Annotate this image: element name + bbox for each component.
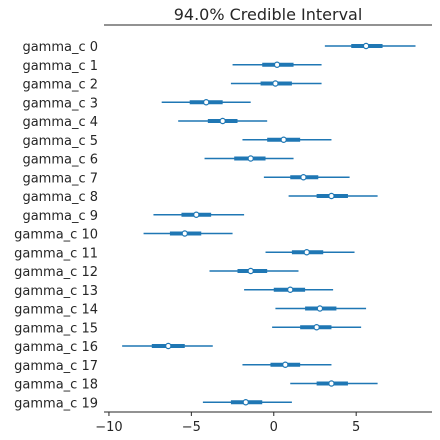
median-marker xyxy=(247,267,254,275)
median-marker xyxy=(316,305,324,312)
median-marker xyxy=(362,42,370,50)
x-tick-label: −10 xyxy=(95,420,122,435)
row-label: gamma_c 14 xyxy=(14,303,98,318)
x-tick-label: −5 xyxy=(182,420,201,435)
row-label: gamma_c 1 xyxy=(22,59,98,74)
row-label: gamma_c 11 xyxy=(14,246,98,261)
forest-row: gamma_c 0 xyxy=(22,40,416,55)
row-label: gamma_c 18 xyxy=(14,378,98,393)
forest-row: gamma_c 3 xyxy=(22,96,251,111)
median-marker xyxy=(181,230,188,237)
median-marker xyxy=(300,174,307,181)
rows-layer: gamma_c 0 gamma_c 1 gamma_c 2 gamma_c 3 gamm… xyxy=(14,40,416,411)
median-marker xyxy=(165,342,172,350)
forest-row: gamma_c 12 xyxy=(14,265,299,280)
row-label: gamma_c 6 xyxy=(22,153,98,168)
row-label: gamma_c 2 xyxy=(22,78,98,93)
row-label: gamma_c 9 xyxy=(22,209,98,224)
forest-row: gamma_c 14 xyxy=(14,303,367,318)
median-marker xyxy=(313,324,320,331)
row-label: gamma_c 13 xyxy=(14,284,98,299)
median-marker xyxy=(193,211,200,218)
forest-row: gamma_c 18 xyxy=(14,378,378,393)
forest-row: gamma_c 6 xyxy=(22,153,294,168)
forest-row: gamma_c 8 xyxy=(22,190,378,205)
median-marker xyxy=(303,249,310,256)
median-marker xyxy=(280,136,287,143)
median-marker xyxy=(287,286,294,293)
forest-row: gamma_c 17 xyxy=(14,359,332,374)
row-label: gamma_c 7 xyxy=(22,171,98,186)
row-label: gamma_c 5 xyxy=(22,134,98,149)
row-label: gamma_c 15 xyxy=(14,321,98,336)
row-label: gamma_c 12 xyxy=(14,265,98,280)
median-marker xyxy=(282,361,289,368)
forest-row: gamma_c 11 xyxy=(14,246,355,261)
median-marker xyxy=(328,380,335,387)
row-label: gamma_c 10 xyxy=(14,228,98,243)
forest-row: gamma_c 9 xyxy=(22,209,245,224)
row-label: gamma_c 8 xyxy=(22,190,98,205)
x-tick-label: 5 xyxy=(352,420,360,435)
row-label: gamma_c 0 xyxy=(22,40,98,55)
forest-row: gamma_c 19 xyxy=(14,396,292,411)
forest-row: gamma_c 16 xyxy=(14,340,213,355)
median-marker xyxy=(247,155,254,162)
forest-row: gamma_c 4 xyxy=(22,115,268,130)
row-label: gamma_c 4 xyxy=(22,115,98,130)
x-tick-label: 0 xyxy=(270,420,278,435)
row-label: gamma_c 19 xyxy=(14,396,98,411)
row-label: gamma_c 16 xyxy=(14,340,98,355)
median-marker xyxy=(272,80,279,87)
chart-title: 94.0% Credible Interval xyxy=(174,5,363,24)
median-marker xyxy=(219,117,226,125)
median-marker xyxy=(328,192,335,200)
forest-row: gamma_c 2 xyxy=(22,78,322,93)
x-axis: −10 −5 0 5 xyxy=(95,411,432,435)
row-label: gamma_c 17 xyxy=(14,359,98,374)
forest-row: gamma_c 1 xyxy=(22,59,322,74)
median-marker xyxy=(202,99,210,106)
forest-row: gamma_c 13 xyxy=(14,284,334,299)
row-label: gamma_c 3 xyxy=(22,96,98,111)
forest-row: gamma_c 10 xyxy=(14,228,233,243)
median-marker xyxy=(242,399,249,406)
forest-row: gamma_c 5 xyxy=(22,134,332,149)
forest-row: gamma_c 15 xyxy=(14,321,362,336)
forest-row: gamma_c 7 xyxy=(22,171,350,186)
median-marker xyxy=(273,61,281,68)
